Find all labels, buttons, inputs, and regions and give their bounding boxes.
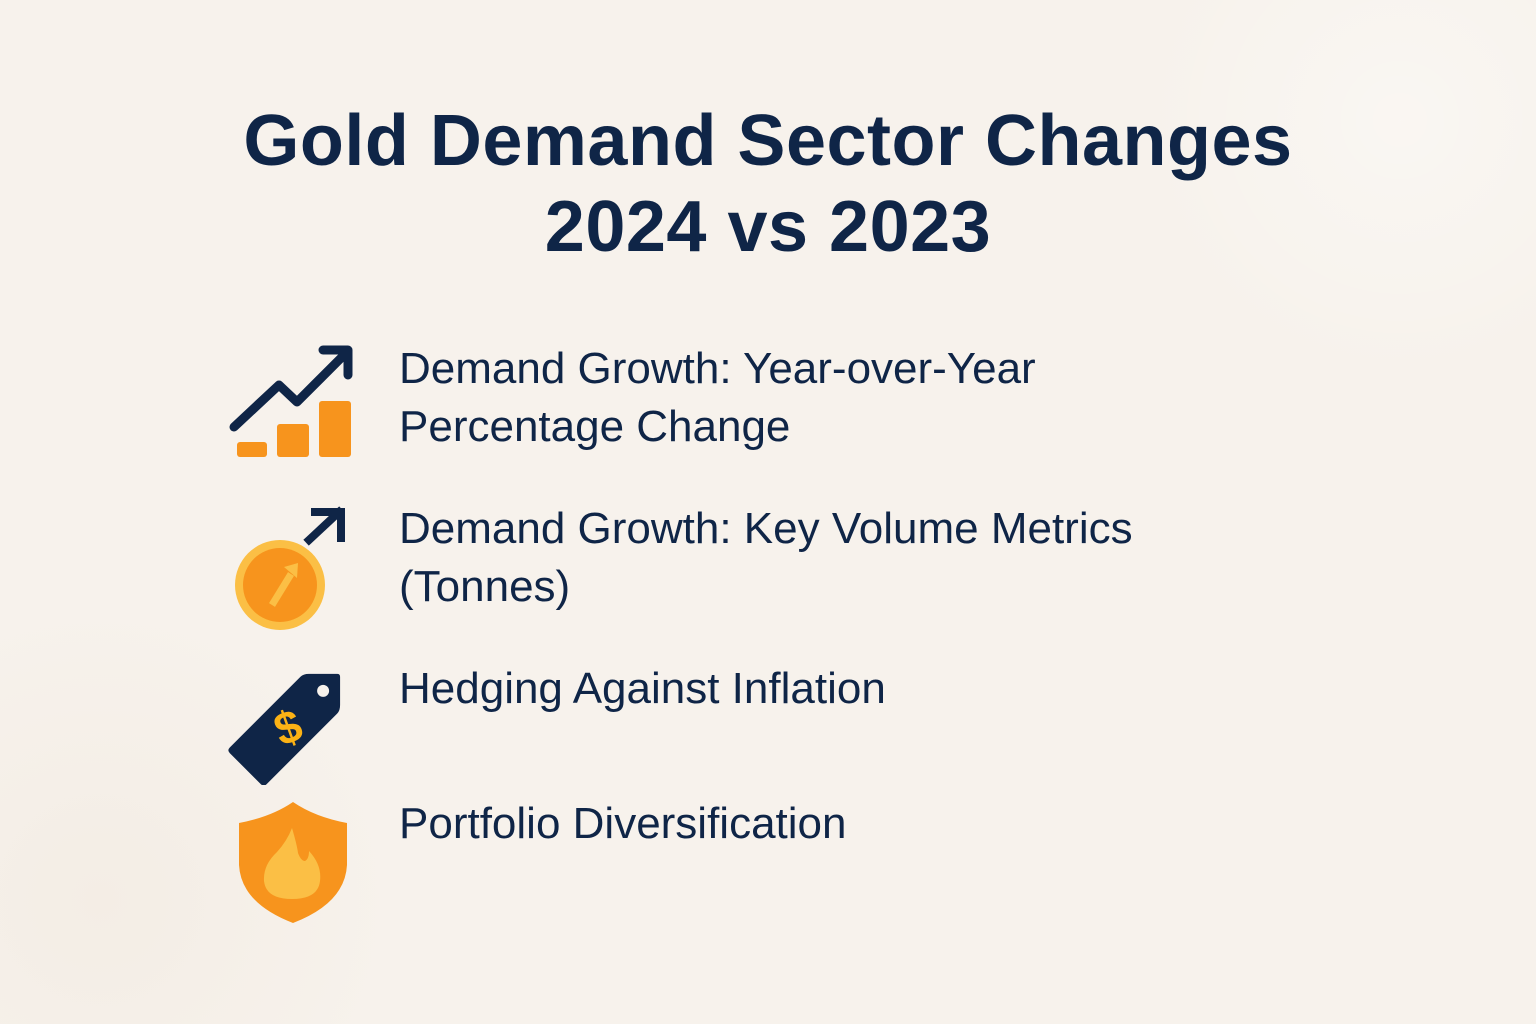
title-line-2: 2024 vs 2023 bbox=[544, 187, 992, 267]
list-item-key-volume-metrics: Demand Growth: Key Volume Metrics (Tonne… bbox=[225, 500, 1325, 640]
title-line-1: Gold Demand Sector Changes bbox=[243, 101, 1293, 181]
page-title: Gold Demand Sector Changes 2024 vs 2023 bbox=[0, 98, 1536, 270]
flame-shield-icon bbox=[225, 795, 355, 935]
item-label: Demand Growth: Year-over-Year Percentage… bbox=[399, 344, 1036, 451]
item-label: Hedging Against Inflation bbox=[399, 664, 886, 713]
dollar-price-tag-icon: $ bbox=[225, 660, 355, 790]
item-label: Portfolio Diversification bbox=[399, 799, 847, 848]
list-item-yoy-percentage-change: Demand Growth: Year-over-Year Percentage… bbox=[225, 340, 1325, 470]
list-item-portfolio-diversification: Portfolio Diversification bbox=[225, 795, 1325, 930]
list-item-hedging-inflation: $ Hedging Against Inflation bbox=[225, 660, 1325, 786]
coin-up-arrow-icon bbox=[225, 500, 355, 645]
growth-chart-arrow-icon bbox=[225, 340, 355, 470]
item-label: Demand Growth: Key Volume Metrics (Tonne… bbox=[399, 504, 1133, 611]
